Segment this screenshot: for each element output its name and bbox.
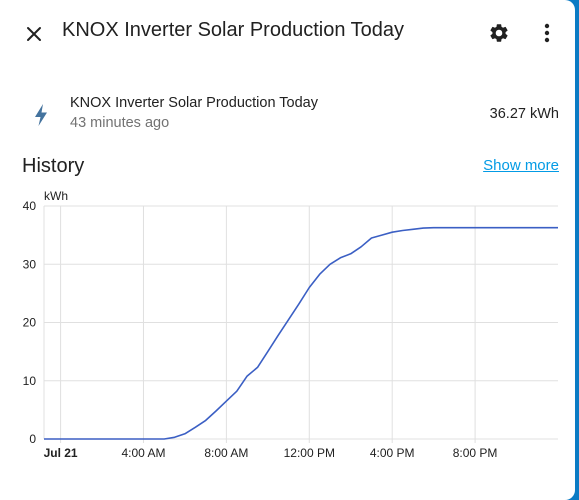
chart-axes: 0 10 20 30 40 kWh Jul 21 4:00 AM 8:00 AM 12:00 PM… xyxy=(23,189,498,460)
entity-last-changed: 43 minutes ago xyxy=(70,115,170,131)
x-tick-label: 4:00 AM xyxy=(121,446,165,460)
y-tick-label: 40 xyxy=(23,199,37,213)
dialog-header: KNOX Inverter Solar Production Today xyxy=(0,0,575,64)
dialog-title: KNOX Inverter Solar Production Today xyxy=(62,19,405,41)
more-vert-icon xyxy=(544,23,550,43)
history-heading: History xyxy=(22,155,85,177)
close-icon xyxy=(27,27,41,41)
chart-series xyxy=(44,226,558,440)
entity-state: 36.27 kWh xyxy=(489,106,559,122)
series-line xyxy=(44,226,558,440)
x-tick-label: 4:00 PM xyxy=(370,446,415,460)
x-tick-label: Jul 21 xyxy=(44,446,78,460)
show-more-link[interactable]: Show more xyxy=(483,157,559,174)
gear-icon xyxy=(490,24,508,42)
close-button[interactable] xyxy=(18,18,50,50)
y-unit-label: kWh xyxy=(44,189,68,203)
entity-name: KNOX Inverter Solar Production Today xyxy=(70,95,318,111)
y-tick-label: 10 xyxy=(23,374,37,388)
history-chart[interactable]: 0 10 20 30 40 kWh Jul 21 4:00 AM 8:00 AM 12:00 PM… xyxy=(0,185,575,465)
more-options-button[interactable] xyxy=(533,18,561,48)
x-tick-label: 12:00 PM xyxy=(284,446,335,460)
y-tick-label: 0 xyxy=(29,432,36,446)
flash-icon xyxy=(35,104,47,126)
x-tick-label: 8:00 PM xyxy=(453,446,498,460)
settings-button[interactable] xyxy=(484,18,514,48)
y-tick-label: 30 xyxy=(23,257,37,271)
entity-row[interactable]: KNOX Inverter Solar Production Today 43 … xyxy=(0,86,575,136)
y-tick-label: 20 xyxy=(23,316,37,330)
chart-grid xyxy=(43,205,558,443)
x-tick-label: 8:00 AM xyxy=(204,446,248,460)
